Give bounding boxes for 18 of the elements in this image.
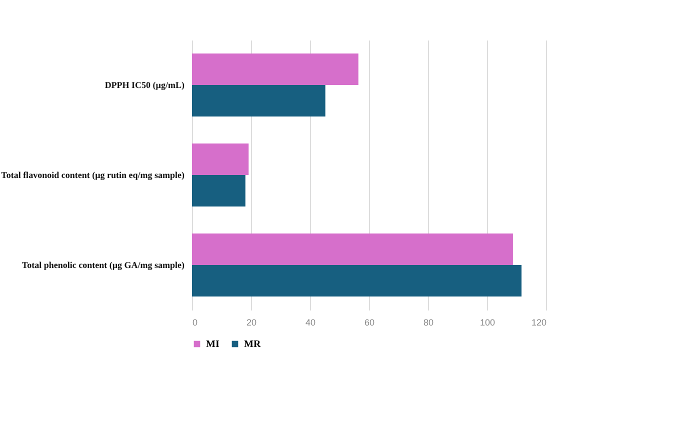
x-tick-label: 80 — [423, 318, 434, 328]
y-tick-label: DPPH IC50 (µg/mL) — [104, 80, 184, 90]
x-tick-label: 120 — [531, 318, 546, 328]
y-tick-label: Total phenolic content (µg GA/mg sample) — [22, 260, 184, 270]
bar — [192, 85, 326, 116]
x-tick-label: 100 — [480, 318, 496, 328]
legend-label: MI — [206, 339, 220, 350]
x-tick-label: 40 — [305, 318, 316, 328]
bar — [192, 144, 249, 175]
x-tick-label: 20 — [246, 318, 257, 328]
y-tick-label: Total flavonoid content (µg rutin eq/mg sample) — [1, 170, 184, 180]
x-tick-label: 60 — [364, 318, 375, 328]
bar — [192, 234, 513, 265]
x-tick-label: 0 — [192, 318, 198, 328]
bar — [192, 54, 358, 85]
bar — [192, 265, 522, 296]
bar — [192, 175, 246, 206]
legend-label: MR — [244, 339, 262, 350]
